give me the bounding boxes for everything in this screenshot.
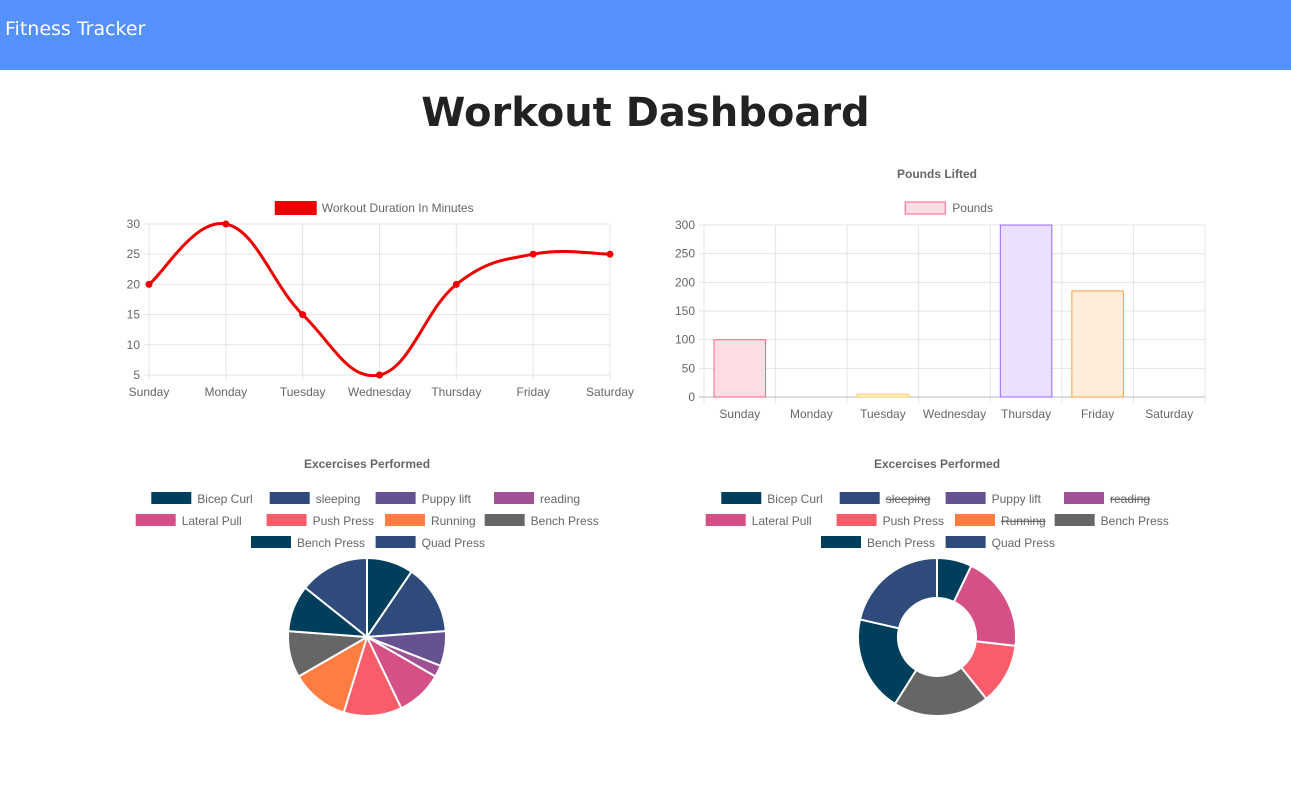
legend-swatch-doughnut[interactable] (945, 536, 986, 548)
legend-swatch-pie[interactable] (151, 492, 192, 504)
exercises-doughnut-panel: Excercises Performed Bicep Curl sleeping Pu… (665, 450, 1210, 730)
x-tick-label: Monday (204, 385, 247, 399)
bar[interactable] (713, 339, 767, 398)
legend-label-doughnut[interactable]: reading (1110, 492, 1150, 506)
exercises-pie-chart: Excercises Performed Bicep Curl sleeping Pu… (135, 457, 599, 717)
legend-label-pie[interactable]: Bicep Curl (197, 492, 252, 506)
y-tick-label: 0 (688, 390, 695, 404)
x-tick-label: Monday (790, 407, 833, 421)
legend-label-pie[interactable]: Push Press (313, 514, 374, 528)
legend-label-pie[interactable]: Quad Press (422, 536, 485, 550)
y-tick-label: 250 (675, 247, 695, 261)
legend-label-doughnut[interactable]: Running (1001, 514, 1046, 528)
x-tick-label: Wednesday (923, 407, 986, 421)
slice[interactable] (858, 556, 938, 630)
legend-label-pie[interactable]: reading (540, 492, 580, 506)
y-tick-label: 5 (133, 368, 140, 382)
x-tick-label: Friday (516, 385, 549, 399)
legend-swatch-pounds[interactable] (904, 201, 946, 215)
y-tick-label: 150 (675, 304, 695, 318)
legend-swatch-doughnut[interactable] (945, 492, 986, 504)
legend-swatch-doughnut[interactable] (1064, 492, 1105, 504)
legend-swatch-pie[interactable] (484, 514, 525, 526)
duration-point[interactable] (376, 371, 383, 379)
legend-swatch-pie[interactable] (135, 514, 176, 526)
legend-swatch-doughnut[interactable] (705, 514, 746, 526)
pounds-chart-panel: Pounds Lifted Pounds 300 250 200 150 100 50 0 Sun… (665, 160, 1210, 425)
legend-swatch-doughnut[interactable] (1054, 514, 1095, 526)
legend-swatch-doughnut[interactable] (721, 492, 762, 504)
legend-label-doughnut[interactable]: Puppy lift (992, 492, 1042, 506)
legend-label-pie[interactable]: sleeping (316, 492, 361, 506)
legend-swatch-duration[interactable] (274, 201, 317, 215)
legend-label-pie[interactable]: Puppy lift (422, 492, 472, 506)
legend-label-doughnut[interactable]: Bicep Curl (767, 492, 822, 506)
legend-swatch-pie[interactable] (266, 514, 307, 526)
legend-swatch-doughnut[interactable] (836, 514, 877, 526)
slice[interactable] (303, 556, 368, 640)
legend-swatch-doughnut[interactable] (839, 492, 880, 504)
x-tick-label: Tuesday (860, 407, 906, 421)
legend-swatch-pie[interactable] (384, 514, 425, 526)
x-tick-label: Saturday (586, 385, 634, 399)
legend-swatch-doughnut[interactable] (954, 514, 995, 526)
legend-swatch-doughnut[interactable] (820, 536, 861, 548)
x-tick-label: Tuesday (280, 385, 326, 399)
exercises-doughnut-chart: Excercises Performed Bicep Curl sleeping Pu… (705, 457, 1169, 717)
y-tick-label: 15 (127, 308, 141, 322)
navbar-brand[interactable]: Fitness Tracker (5, 18, 146, 40)
chart-title-pounds: Pounds Lifted (897, 167, 977, 181)
y-tick-label: 20 (127, 277, 141, 291)
bar[interactable] (999, 224, 1053, 398)
pounds-bar-chart: Pounds Lifted Pounds 300 250 200 150 100 50 0 Sun… (675, 167, 1206, 421)
legend-label-doughnut[interactable]: Bench Press (867, 536, 935, 550)
legend-label-pie[interactable]: Bench Press (297, 536, 365, 550)
duration-point[interactable] (145, 280, 153, 288)
legend-label-pounds[interactable]: Pounds (952, 201, 993, 215)
legend-label-doughnut[interactable]: Bench Press (1101, 514, 1169, 528)
legend-label-doughnut[interactable]: Push Press (883, 514, 944, 528)
y-tick-label: 25 (127, 247, 141, 261)
legend-swatch-pie[interactable] (250, 536, 291, 548)
legend-label-doughnut[interactable]: Lateral Pull (752, 514, 812, 528)
x-tick-label: Sunday (719, 407, 760, 421)
legend-swatch-pie[interactable] (375, 492, 416, 504)
y-tick-label: 10 (127, 338, 141, 352)
x-tick-label: Friday (1081, 407, 1114, 421)
duration-point[interactable] (299, 311, 307, 319)
page-title: Workout Dashboard (421, 90, 870, 136)
x-tick-label: Wednesday (348, 385, 411, 399)
duration-chart-panel: Workout Duration In Minutes 30 25 20 15 10 5 Su… (100, 160, 645, 410)
duration-point[interactable] (529, 250, 537, 258)
slice[interactable] (365, 570, 447, 639)
legend-label-pie[interactable]: Lateral Pull (182, 514, 242, 528)
duration-point[interactable] (606, 250, 614, 258)
y-tick-label: 300 (675, 218, 695, 232)
y-tick-label: 50 (682, 361, 696, 375)
legend-label-pie[interactable]: Bench Press (531, 514, 599, 528)
legend-label-duration[interactable]: Workout Duration In Minutes (322, 201, 474, 215)
legend-swatch-pie[interactable] (494, 492, 535, 504)
legend-swatch-pie[interactable] (375, 536, 416, 548)
legend-label-pie[interactable]: Running (431, 514, 476, 528)
x-tick-label: Thursday (1001, 407, 1051, 421)
duration-line-chart: Workout Duration In Minutes 30 25 20 15 10 5 Su… (127, 201, 634, 399)
exercises-pie-panel: Excercises Performed Bicep Curl sleeping Pu… (95, 450, 640, 730)
y-tick-label: 200 (675, 275, 695, 289)
x-tick-label: Saturday (1145, 407, 1193, 421)
chart-title-exercises: Excercises Performed (304, 457, 430, 471)
legend-label-doughnut[interactable]: sleeping (886, 492, 931, 506)
y-tick-label: 30 (127, 217, 141, 231)
y-tick-label: 100 (675, 333, 695, 347)
x-tick-label: Sunday (129, 385, 170, 399)
duration-point[interactable] (452, 280, 460, 288)
x-tick-label: Thursday (431, 385, 481, 399)
bar[interactable] (856, 393, 910, 398)
legend-label-doughnut[interactable]: Quad Press (992, 536, 1055, 550)
chart-title-exercises: Excercises Performed (874, 457, 1000, 471)
duration-point[interactable] (222, 220, 230, 228)
legend-swatch-pie[interactable] (269, 492, 310, 504)
navbar: Fitness Tracker (0, 0, 1291, 70)
bar[interactable] (1071, 290, 1124, 398)
